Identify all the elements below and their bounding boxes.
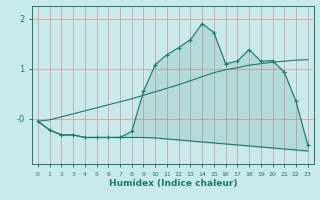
X-axis label: Humidex (Indice chaleur): Humidex (Indice chaleur) [108,179,237,188]
